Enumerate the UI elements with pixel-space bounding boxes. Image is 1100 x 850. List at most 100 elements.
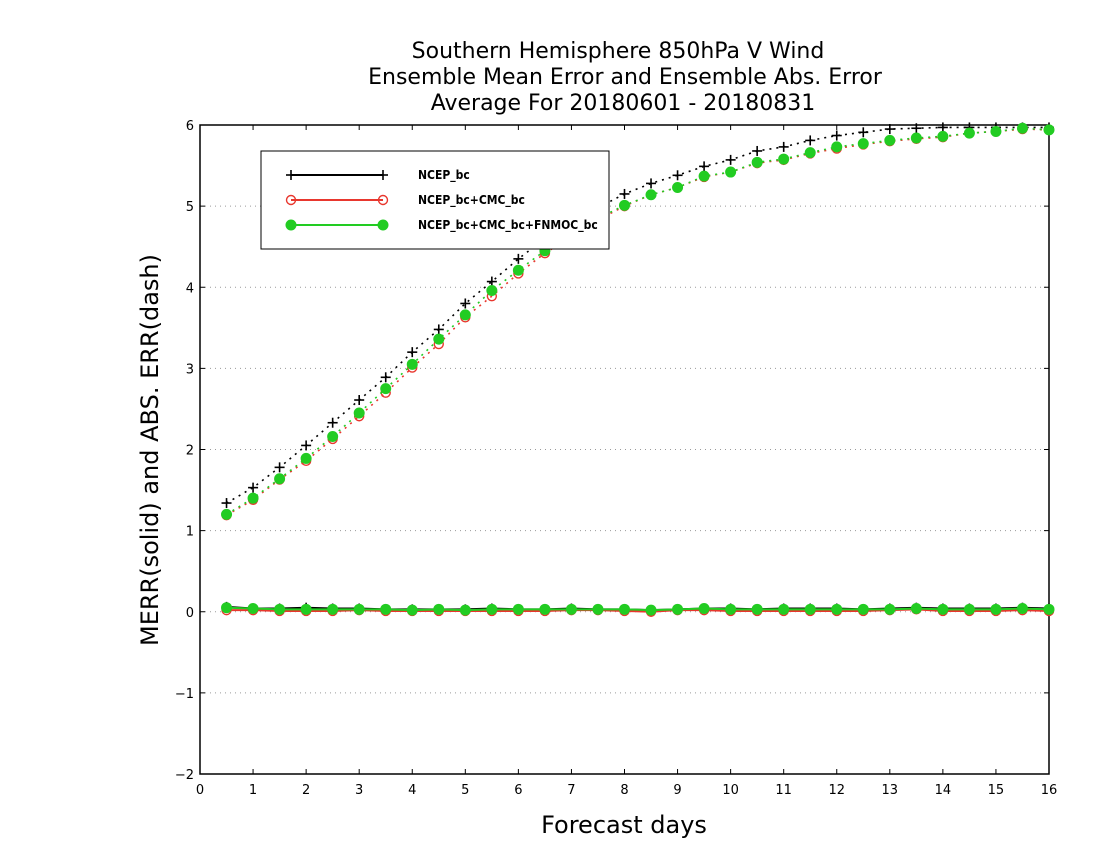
x-tick-label: 6 [514, 783, 522, 798]
series-3-mean-error-point [751, 603, 763, 615]
x-tick-label: 5 [461, 783, 469, 798]
series-3-mean-error-point [486, 603, 498, 615]
legend-marker-2 [285, 194, 297, 206]
series-3-abs-error-point [804, 147, 816, 159]
series-3-abs-error-point [778, 153, 790, 165]
series-3-mean-error-point [380, 603, 392, 615]
series-1-abs-error-point [221, 498, 232, 509]
y-tick-label: 4 [186, 281, 194, 296]
series-3-mean-error-point [565, 603, 577, 615]
series-1-abs-error-point [725, 154, 736, 165]
y-tick-label: 2 [186, 444, 194, 459]
series-1-abs-error-point [327, 417, 338, 428]
series-3-mean-error-point [221, 602, 233, 614]
series-3-mean-error-point [725, 603, 737, 615]
y-axis-label: MERR(solid) and ABS. ERR(dash) [136, 254, 164, 646]
series-3-mean-error-point [884, 603, 896, 615]
y-tick-label: 6 [186, 119, 194, 134]
series-3-abs-error-point [698, 170, 710, 182]
series-1-abs-error-point [486, 276, 497, 287]
series-1-abs-error-point [672, 170, 683, 181]
x-tick-label: 12 [828, 783, 845, 798]
x-tick-label: 13 [882, 783, 899, 798]
x-tick-label: 1 [249, 783, 257, 798]
series-3-abs-error-point [910, 132, 922, 144]
series-3-mean-error-point [963, 603, 975, 615]
y-tick-label: −2 [175, 768, 194, 783]
series-3-mean-error-point [406, 604, 418, 616]
series-3-abs-error-point [1043, 124, 1055, 136]
legend-label-1: NCEP_bc [418, 168, 470, 183]
series-3-mean-error-point [539, 603, 551, 615]
legend-marker-1 [286, 170, 296, 180]
series-1-abs-error-point [831, 130, 842, 141]
series-1-abs-error-point [380, 372, 391, 383]
series-3-mean-error-point [274, 603, 286, 615]
series-3-abs-error-point [247, 492, 259, 504]
series-3-mean-error-point [698, 603, 710, 615]
series-3-mean-error-point [1043, 603, 1055, 615]
y-tick-label: 1 [186, 525, 194, 540]
series-3-mean-error-point [327, 603, 339, 615]
y-tick-label: 5 [186, 200, 194, 215]
series-3-abs-error-point [751, 156, 763, 168]
series-1-abs-error-point [858, 127, 869, 138]
chart-title: Southern Hemisphere 850hPa V Wind Ensemb… [368, 39, 883, 116]
series-3-abs-error-point [380, 383, 392, 395]
legend: NCEP_bc NCEP_bc+CMC_bc NCEP_bc+CMC_bc+FNMO… [260, 150, 610, 250]
series-3-mean-error-point [433, 603, 445, 615]
series-1-abs-error-point [354, 395, 365, 406]
series-3-abs-error-point [619, 199, 630, 211]
legend-marker-1 [378, 170, 388, 180]
series-3-mean-error-point [300, 603, 312, 615]
series-3-abs-error-point [274, 473, 286, 485]
y-tick-label: 3 [186, 362, 194, 377]
series-3-abs-error-point [433, 333, 445, 345]
x-tick-label: 15 [988, 783, 1005, 798]
series-3-abs-error-point [353, 407, 365, 419]
x-tick-label: 9 [673, 783, 681, 798]
series-1-abs-error-point [301, 440, 312, 451]
x-tick-label: 14 [935, 783, 952, 798]
series-3-abs-error-point [672, 181, 684, 193]
x-tick-label: 16 [1041, 783, 1058, 798]
series-3-abs-error-point [300, 452, 312, 464]
chart-title-line-1: Southern Hemisphere 850hPa V Wind [412, 39, 825, 64]
series-3-abs-error-point [221, 508, 233, 520]
series-3-mean-error-point [645, 604, 657, 616]
series-3-mean-error-point [459, 604, 471, 616]
series-3-abs-error-point [459, 309, 471, 321]
series-1-abs-error-point [884, 124, 895, 135]
x-tick-label: 8 [620, 783, 628, 798]
series-3-mean-error-point [910, 603, 922, 615]
series-1-abs-error-point [937, 122, 948, 133]
legend-marker-3 [377, 219, 389, 231]
legend-label-3: NCEP_bc+CMC_bc+FNMOC_bc [418, 218, 598, 233]
series-3-abs-error-point [937, 130, 949, 142]
series-1-abs-error-point [248, 482, 259, 493]
series-3-abs-error-point [884, 134, 896, 146]
series-3-abs-error-point [512, 264, 524, 276]
series-3-mean-error-point [353, 603, 365, 615]
series-3-mean-error-point [619, 603, 630, 615]
series-3-abs-error-point [327, 431, 339, 443]
series-3-mean-error-point [937, 603, 949, 615]
x-tick-label: 7 [567, 783, 575, 798]
x-axis-label: Forecast days [541, 811, 707, 839]
x-tick-label: 0 [196, 783, 204, 798]
series-1-abs-error-point [619, 188, 630, 199]
series-3-mean-error-point [1016, 603, 1028, 615]
series-1-abs-error-point [274, 462, 285, 473]
series-3-mean-error-point [804, 603, 816, 615]
series-1-abs-error-point [752, 145, 763, 156]
series-3-abs-error-point [831, 141, 843, 153]
series-3-abs-error-point [857, 138, 869, 150]
legend-marker-2 [377, 194, 389, 206]
series-3-mean-error-point [990, 603, 1002, 615]
series-3-abs-error-point [963, 127, 975, 139]
series-1-abs-error-point [407, 347, 418, 358]
x-tick-label: 2 [302, 783, 310, 798]
series-1-abs-error-point [805, 135, 816, 146]
chart-title-line-3: Average For 20180601 - 20180831 [431, 91, 816, 116]
